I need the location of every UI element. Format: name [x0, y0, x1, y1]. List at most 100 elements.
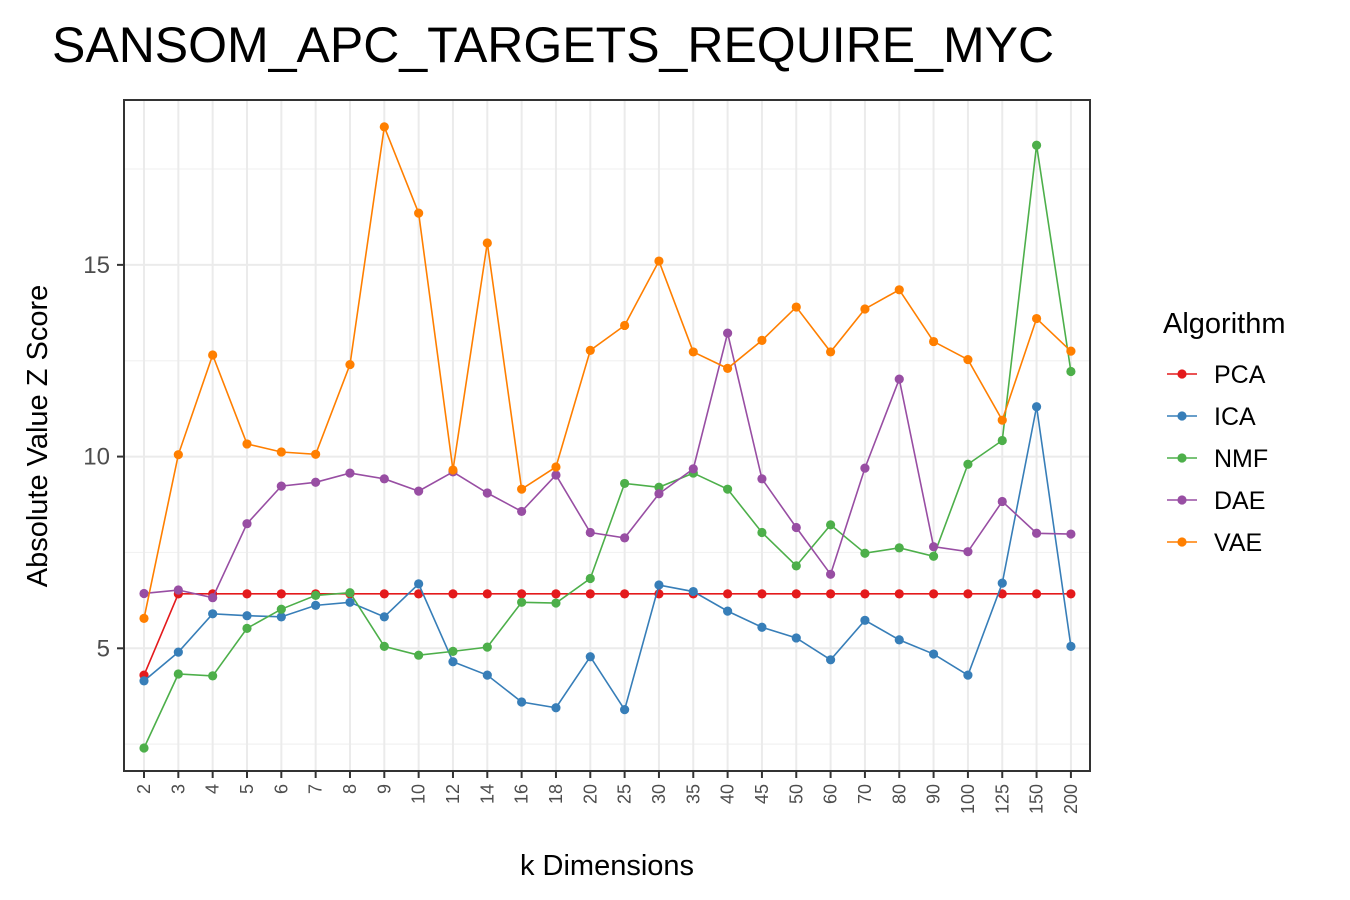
- data-point-dae: [826, 569, 836, 579]
- data-point-dae: [1031, 528, 1042, 538]
- data-point-ica: [894, 635, 904, 645]
- data-point-nmf: [345, 588, 355, 598]
- x-tick-label: 12: [443, 784, 463, 804]
- data-point-ica: [654, 580, 664, 590]
- x-tick-label: 14: [477, 784, 497, 804]
- x-tick-label: 90: [924, 784, 944, 804]
- data-point-vae: [620, 320, 630, 331]
- data-point-dae: [311, 477, 321, 487]
- legend-swatch-point: [1177, 369, 1187, 379]
- data-point-dae: [928, 542, 939, 552]
- series-nmf: [139, 140, 1076, 753]
- data-point-pca: [517, 589, 527, 599]
- data-point-dae: [1066, 529, 1076, 539]
- data-point-ica: [551, 703, 561, 713]
- data-point-dae: [551, 470, 561, 480]
- data-point-pca: [482, 589, 492, 599]
- data-point-vae: [757, 335, 767, 346]
- data-point-nmf: [551, 598, 561, 608]
- data-point-nmf: [620, 478, 630, 489]
- data-point-ica: [311, 600, 321, 610]
- data-point-dae: [276, 481, 286, 491]
- x-tick-label: 20: [580, 784, 600, 804]
- x-tick-label: 200: [1061, 784, 1081, 814]
- legend-label-ica: ICA: [1214, 403, 1256, 431]
- legend-swatch-point: [1177, 411, 1187, 421]
- data-point-vae: [688, 347, 698, 357]
- series-line-dae: [143, 332, 1071, 599]
- data-point-vae: [723, 363, 733, 373]
- data-point-vae: [517, 484, 527, 494]
- data-point-vae: [928, 336, 939, 347]
- data-point-pca: [826, 589, 836, 599]
- data-point-ica: [585, 652, 595, 662]
- legend-item-nmf: NMF: [1167, 445, 1268, 473]
- plot-panel: [123, 99, 1091, 772]
- data-point-vae: [997, 415, 1007, 425]
- series-pca: [139, 589, 1076, 680]
- data-point-ica: [139, 676, 149, 686]
- data-point-nmf: [379, 641, 389, 651]
- data-point-nmf: [242, 623, 252, 633]
- data-point-nmf: [517, 597, 527, 607]
- data-point-vae: [482, 238, 492, 248]
- data-point-dae: [963, 547, 973, 557]
- series-dae: [139, 328, 1076, 603]
- data-point-vae: [654, 256, 664, 266]
- x-tick-label: 35: [683, 784, 703, 804]
- data-point-vae: [1031, 313, 1042, 324]
- data-point-pca: [242, 589, 252, 599]
- y-tick-label: 15: [83, 252, 110, 279]
- data-point-dae: [894, 374, 904, 384]
- y-axis: 5 10 15: [83, 252, 124, 662]
- data-point-vae: [345, 359, 355, 370]
- data-point-dae: [208, 593, 218, 603]
- legend-item-pca: PCA: [1167, 361, 1266, 389]
- data-point-nmf: [791, 561, 801, 571]
- x-tick-label: 8: [340, 784, 360, 794]
- data-point-dae: [688, 464, 698, 474]
- data-point-nmf: [757, 527, 767, 538]
- series-line-vae: [143, 123, 1072, 619]
- data-point-nmf: [723, 484, 733, 494]
- legend-swatch-point: [1177, 495, 1187, 505]
- data-point-pca: [894, 589, 904, 599]
- x-axis-title: k Dimensions: [520, 850, 694, 882]
- data-point-vae: [311, 449, 321, 459]
- data-point-pca: [585, 589, 595, 599]
- data-point-nmf: [139, 743, 149, 753]
- legend-item-ica: ICA: [1167, 403, 1256, 431]
- x-tick-label: 60: [821, 784, 841, 804]
- x-tick-label: 80: [889, 784, 909, 804]
- data-point-dae: [345, 468, 355, 478]
- grid-lines: [124, 100, 1090, 771]
- data-point-ica: [928, 649, 939, 659]
- data-point-pca: [379, 589, 389, 599]
- data-point-nmf: [414, 650, 424, 660]
- data-point-ica: [723, 606, 733, 616]
- data-point-ica: [276, 612, 286, 622]
- data-point-nmf: [173, 669, 183, 679]
- legend-title: Algorithm: [1163, 308, 1286, 340]
- data-point-ica: [482, 670, 492, 680]
- data-point-ica: [517, 697, 527, 707]
- data-point-vae: [414, 208, 424, 218]
- y-tick-label: 5: [97, 635, 110, 662]
- data-point-dae: [585, 527, 595, 538]
- x-tick-label: 100: [958, 784, 978, 814]
- data-point-vae: [448, 465, 458, 475]
- data-point-dae: [379, 474, 389, 484]
- series-line-nmf: [143, 145, 1072, 749]
- x-tick-label: 125: [992, 784, 1012, 814]
- data-point-ica: [688, 586, 698, 597]
- data-point-ica: [1066, 641, 1076, 651]
- data-point-ica: [963, 670, 973, 680]
- x-tick-label: 25: [615, 784, 635, 804]
- series-lines: [139, 122, 1076, 753]
- data-point-ica: [379, 612, 389, 622]
- data-point-nmf: [963, 459, 973, 469]
- data-point-pca: [1066, 589, 1076, 599]
- data-point-nmf: [482, 642, 492, 652]
- series-ica: [139, 402, 1076, 715]
